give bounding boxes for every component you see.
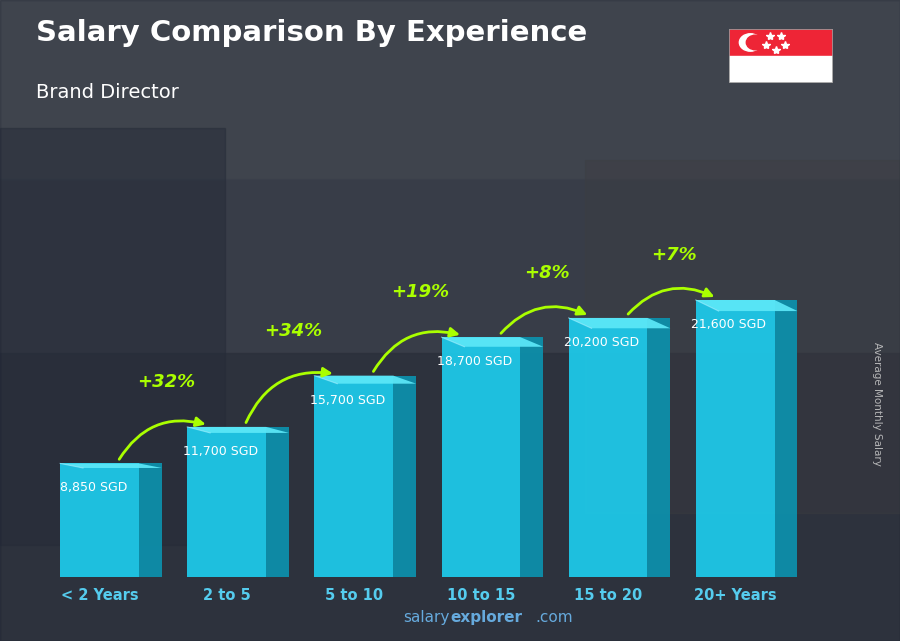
Polygon shape xyxy=(442,337,544,347)
Polygon shape xyxy=(393,376,416,577)
Circle shape xyxy=(740,34,761,51)
Bar xyxy=(729,29,832,56)
Polygon shape xyxy=(266,427,289,577)
Circle shape xyxy=(746,35,765,50)
Bar xyxy=(0,128,225,545)
FancyBboxPatch shape xyxy=(442,337,520,577)
Bar xyxy=(729,56,832,83)
Bar xyxy=(585,160,900,513)
Text: +7%: +7% xyxy=(652,246,697,264)
Polygon shape xyxy=(569,318,670,328)
Text: 15,700 SGD: 15,700 SGD xyxy=(310,394,385,406)
FancyBboxPatch shape xyxy=(569,318,647,577)
Polygon shape xyxy=(520,337,544,577)
Bar xyxy=(0,0,900,179)
Text: salary: salary xyxy=(403,610,450,625)
Bar xyxy=(0,353,900,641)
Text: +32%: +32% xyxy=(137,373,194,391)
FancyBboxPatch shape xyxy=(60,463,139,577)
FancyBboxPatch shape xyxy=(696,300,775,577)
Polygon shape xyxy=(314,376,416,384)
Text: Average Monthly Salary: Average Monthly Salary xyxy=(872,342,883,466)
Polygon shape xyxy=(696,300,797,311)
Text: +19%: +19% xyxy=(391,283,449,301)
Polygon shape xyxy=(187,427,289,433)
Text: .com: .com xyxy=(536,610,573,625)
Text: Salary Comparison By Experience: Salary Comparison By Experience xyxy=(36,19,587,47)
Bar xyxy=(0,179,900,353)
Polygon shape xyxy=(647,318,670,577)
Polygon shape xyxy=(139,463,162,577)
Text: explorer: explorer xyxy=(450,610,522,625)
FancyBboxPatch shape xyxy=(187,427,266,577)
Text: +34%: +34% xyxy=(264,322,322,340)
Text: 11,700 SGD: 11,700 SGD xyxy=(183,445,258,458)
Text: 18,700 SGD: 18,700 SGD xyxy=(437,355,512,368)
FancyBboxPatch shape xyxy=(314,376,393,577)
Text: Brand Director: Brand Director xyxy=(36,83,179,103)
Polygon shape xyxy=(60,463,162,468)
Text: 8,850 SGD: 8,850 SGD xyxy=(59,481,127,494)
Text: 20,200 SGD: 20,200 SGD xyxy=(564,336,639,349)
Text: 21,600 SGD: 21,600 SGD xyxy=(691,318,766,331)
Polygon shape xyxy=(775,300,797,577)
Text: +8%: +8% xyxy=(524,264,570,282)
